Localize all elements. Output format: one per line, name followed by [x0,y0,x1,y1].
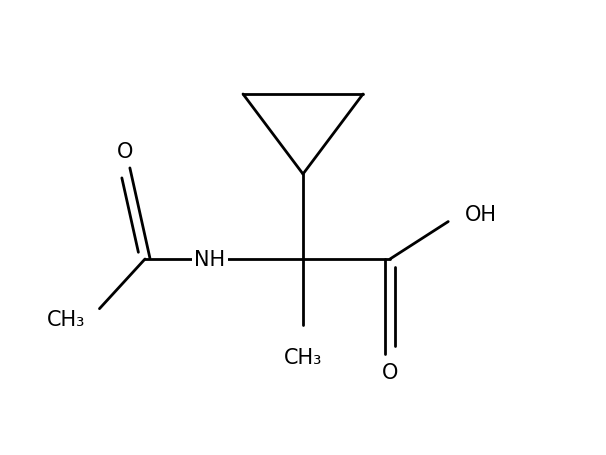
Text: CH₃: CH₃ [47,309,85,329]
Text: NH: NH [195,249,225,269]
Text: OH: OH [465,205,497,224]
Text: O: O [382,362,398,382]
Text: CH₃: CH₃ [284,347,322,367]
Text: O: O [117,142,133,162]
